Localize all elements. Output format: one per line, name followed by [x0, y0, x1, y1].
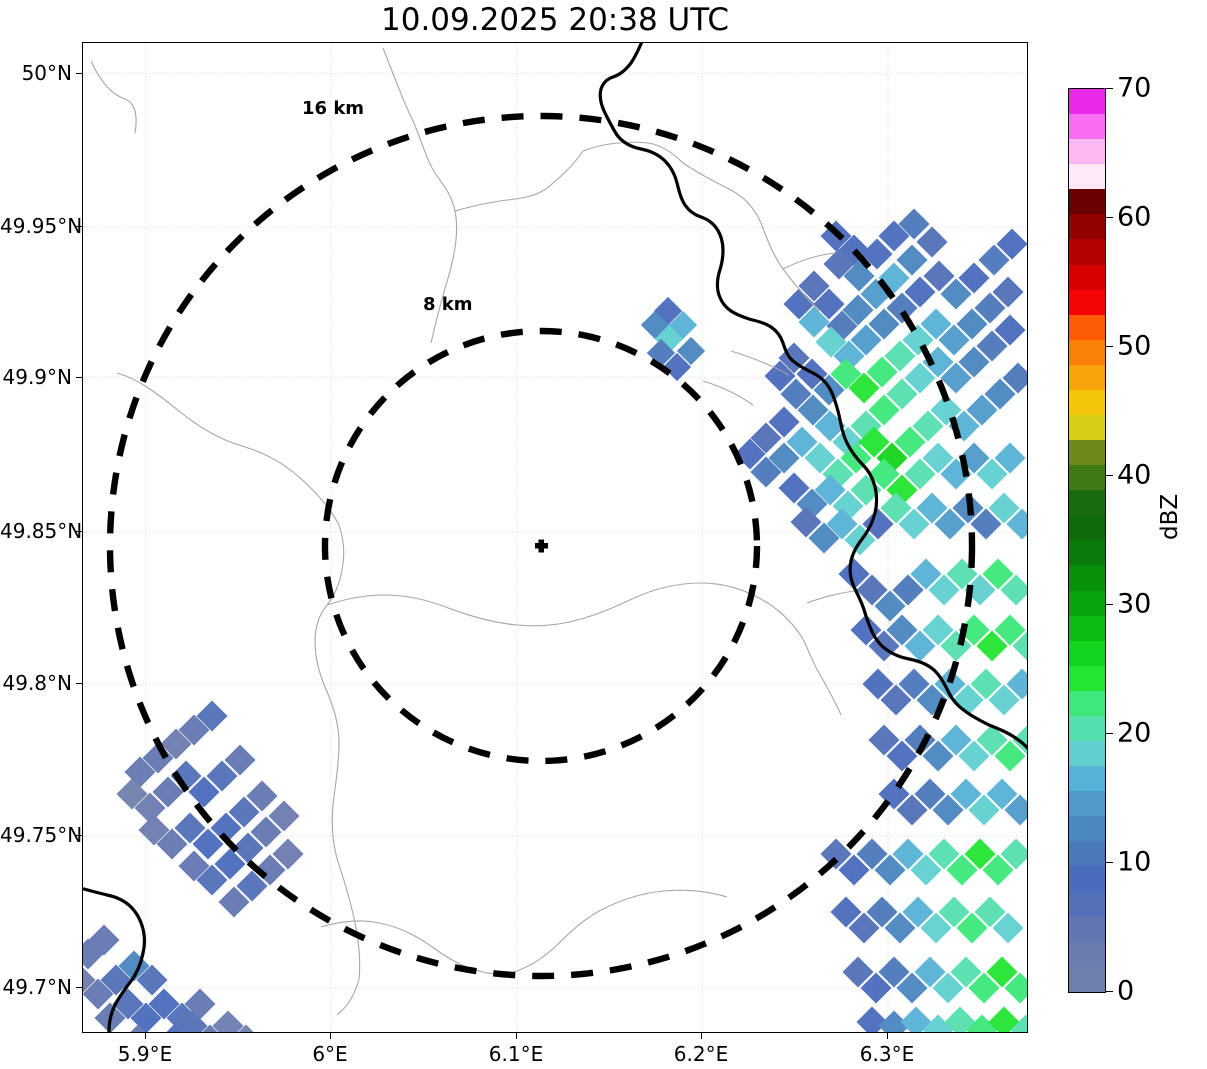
x-tick-mark: [330, 1033, 332, 1039]
colorbar-band: [1069, 615, 1105, 641]
colorbar-band: [1069, 565, 1105, 591]
y-tick-label: 49.8°N: [2, 671, 73, 695]
colorbar-band: [1069, 966, 1105, 992]
colorbar-tick-label: 60: [1117, 201, 1152, 233]
colorbar-tick-label: 0: [1117, 975, 1135, 1007]
colorbar-band: [1069, 389, 1105, 416]
colorbar-band: [1069, 139, 1105, 165]
admin-boundaries: [90, 47, 856, 1016]
y-tick-label: 49.95°N: [0, 214, 83, 238]
y-tick-label: 49.85°N: [0, 519, 83, 543]
colorbar-band: [1069, 891, 1105, 917]
colorbar-band: [1069, 916, 1105, 942]
radar-map-svg: [83, 43, 1027, 1032]
range-ring-16km: [106, 112, 976, 980]
x-tick-mark: [887, 1033, 889, 1039]
colorbar-band: [1069, 465, 1105, 491]
colorbar-tick-mark: [1106, 217, 1113, 219]
colorbar-axis-label: dBZ: [1157, 493, 1183, 540]
colorbar[interactable]: [1068, 88, 1106, 993]
x-tick-label: 6°E: [312, 1042, 348, 1066]
x-tick-label: 6.1°E: [488, 1042, 544, 1066]
colorbar-band: [1069, 791, 1105, 817]
colorbar-band: [1069, 590, 1105, 616]
y-tick-mark: [76, 377, 82, 379]
colorbar-tick-mark: [1106, 862, 1113, 864]
colorbar-band: [1069, 239, 1105, 265]
range-ring-label-16km: 16 km: [302, 98, 365, 119]
range-ring-8km: [321, 327, 761, 765]
colorbar-band: [1069, 741, 1105, 767]
x-tick-mark: [145, 1033, 147, 1039]
x-tick-label: 5.9°E: [117, 1042, 173, 1066]
x-tick-label: 6.2°E: [673, 1042, 729, 1066]
echo-cluster-southwest: [116, 700, 304, 918]
colorbar-band: [1069, 816, 1105, 842]
colorbar-band: [1069, 415, 1105, 441]
radar-site-marker: [535, 539, 548, 553]
map-plot-area[interactable]: [82, 42, 1028, 1033]
colorbar-band: [1069, 665, 1105, 691]
y-tick-mark: [76, 73, 82, 75]
colorbar-band: [1069, 766, 1105, 792]
y-tick-label: 50°N: [21, 61, 72, 85]
colorbar-tick-mark: [1106, 346, 1113, 348]
y-tick-label: 49.7°N: [2, 975, 73, 999]
colorbar-tick-label: 10: [1117, 846, 1152, 878]
y-tick-mark: [76, 226, 82, 228]
range-ring-label-8km: 8 km: [423, 294, 473, 315]
x-tick-mark: [516, 1033, 518, 1039]
colorbar-band: [1069, 440, 1105, 466]
colorbar-band: [1069, 715, 1105, 742]
x-tick-mark: [701, 1033, 703, 1039]
y-tick-mark: [76, 683, 82, 685]
colorbar-tick-mark: [1106, 991, 1113, 993]
colorbar-band: [1069, 339, 1105, 365]
country-border: [83, 43, 1027, 1032]
colorbar-band: [1069, 89, 1105, 115]
y-tick-label: 49.75°N: [0, 823, 83, 847]
colorbar-band: [1069, 214, 1105, 240]
colorbar-band: [1069, 841, 1105, 867]
colorbar-tick-label: 50: [1117, 330, 1152, 362]
colorbar-tick-mark: [1106, 604, 1113, 606]
colorbar-band: [1069, 490, 1105, 516]
colorbar-band: [1069, 314, 1105, 340]
y-tick-mark: [76, 835, 82, 837]
colorbar-tick-label: 30: [1117, 588, 1152, 620]
colorbar-band: [1069, 515, 1105, 541]
range-rings: [106, 112, 976, 980]
colorbar-band: [1069, 540, 1105, 566]
colorbar-band: [1069, 364, 1105, 390]
x-tick-label: 6.3°E: [859, 1042, 915, 1066]
colorbar-tick-mark: [1106, 88, 1113, 90]
y-tick-mark: [76, 987, 82, 989]
colorbar-tick-label: 20: [1117, 717, 1152, 749]
colorbar-band: [1069, 690, 1105, 716]
y-tick-mark: [76, 531, 82, 533]
grid-lines: [83, 43, 1027, 1032]
colorbar-tick-mark: [1106, 733, 1113, 735]
y-tick-label: 49.9°N: [2, 365, 73, 389]
colorbar-tick-label: 40: [1117, 459, 1152, 491]
colorbar-band: [1069, 264, 1105, 290]
colorbar-band: [1069, 189, 1105, 215]
colorbar-band: [1069, 164, 1105, 190]
colorbar-band: [1069, 114, 1105, 140]
colorbar-band: [1069, 289, 1105, 315]
page-title: 10.09.2025 20:38 UTC: [381, 2, 729, 38]
colorbar-band: [1069, 941, 1105, 967]
colorbar-band: [1069, 866, 1105, 892]
colorbar-tick-label: 70: [1117, 72, 1152, 104]
echo-cell-isolated: [640, 296, 706, 382]
colorbar-tick-mark: [1106, 475, 1113, 477]
colorbar-band: [1069, 640, 1105, 666]
